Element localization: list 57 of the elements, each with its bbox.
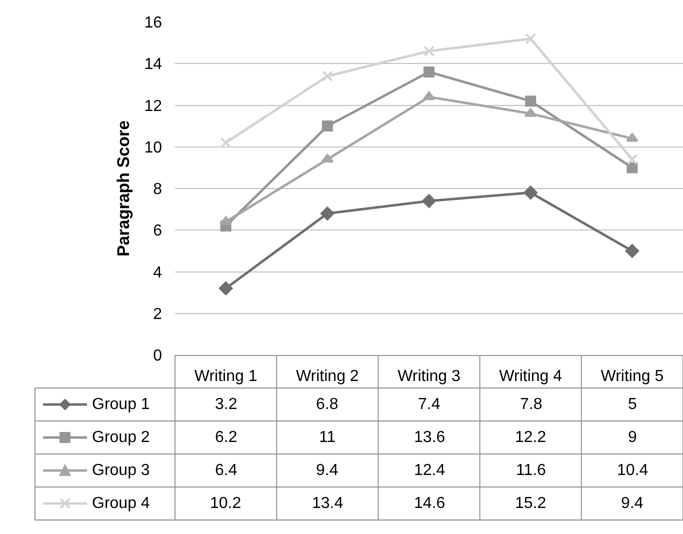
point — [424, 66, 434, 78]
data-label: 12.2 — [515, 429, 546, 446]
point — [524, 186, 538, 200]
y-tick-label: 6 — [153, 222, 162, 240]
data-label: 11 — [319, 429, 336, 446]
y-tick-label: 14 — [144, 56, 162, 74]
y-tick-label: 4 — [153, 264, 162, 282]
point — [626, 133, 638, 142]
data-label: 3.2 — [215, 396, 238, 413]
point — [322, 70, 333, 82]
point — [422, 91, 436, 100]
legend-label: Group 4 — [92, 495, 150, 512]
point — [525, 33, 536, 44]
data-label: 11.6 — [516, 462, 546, 479]
y-tick-label: 8 — [153, 181, 162, 198]
data-label: 9.4 — [316, 462, 338, 479]
y-tick-label: 10 — [144, 139, 162, 156]
x-tick-label: Writing 5 — [600, 368, 664, 386]
data-label: 7.4 — [418, 396, 440, 413]
y-tick-label: 12 — [144, 98, 162, 115]
data-label: 7.8 — [520, 396, 542, 413]
point — [626, 154, 638, 165]
point — [218, 282, 233, 296]
data-label: 9 — [628, 429, 637, 446]
y-axis-title: Paragraph Score — [114, 120, 133, 257]
data-label: 10.2 — [210, 495, 242, 512]
legend-label: Group 2 — [92, 429, 150, 446]
data-label: 13.6 — [414, 429, 446, 446]
point — [626, 162, 638, 174]
point — [424, 46, 434, 57]
data-label: 6.8 — [316, 396, 338, 413]
data-label: 13.4 — [312, 495, 344, 512]
x-tick-label: Writing 1 — [194, 368, 258, 386]
point — [422, 194, 436, 208]
data-label: 6.4 — [215, 462, 238, 479]
data-label: 14.6 — [414, 495, 446, 512]
data-label: 15.2 — [515, 495, 546, 512]
x-tick-label: Writing 4 — [499, 368, 562, 386]
data-label: 9.4 — [621, 495, 644, 512]
point — [220, 137, 232, 148]
x-tick-label: Writing 2 — [296, 368, 359, 386]
data-label: 10.4 — [617, 462, 648, 479]
data-label: 5 — [628, 396, 637, 413]
data-label: 6.2 — [215, 429, 238, 446]
point — [625, 244, 640, 258]
legend-label: Group 3 — [92, 462, 150, 479]
y-tick-label: 2 — [153, 306, 162, 323]
point — [322, 120, 333, 132]
point — [321, 154, 334, 163]
y-tick-label: 0 — [153, 348, 162, 365]
data-label: 12.4 — [414, 462, 446, 479]
point — [220, 216, 232, 226]
point — [525, 96, 536, 107]
legend-label: Group 1 — [92, 396, 150, 413]
point — [320, 206, 334, 220]
y-tick-label: 16 — [144, 14, 162, 32]
x-tick-label: Writing 3 — [398, 368, 461, 386]
